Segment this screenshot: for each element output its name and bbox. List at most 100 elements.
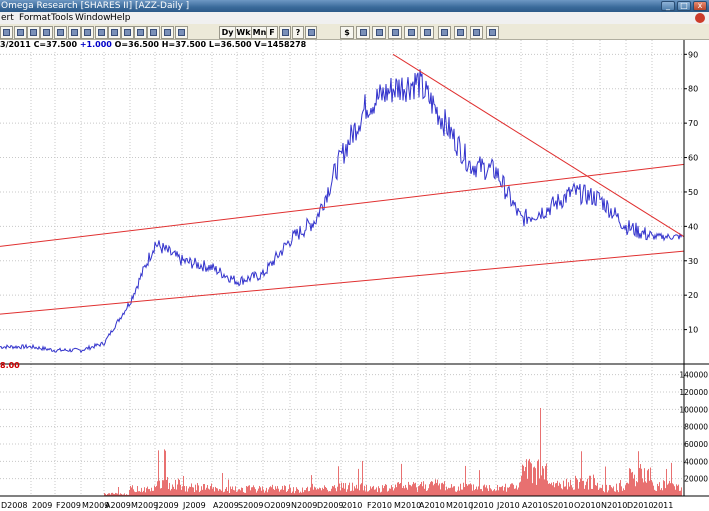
volume-bar [672, 483, 673, 496]
volume-bar [574, 489, 575, 496]
trendline[interactable] [0, 163, 685, 247]
volume-bar [661, 488, 662, 496]
data-icon[interactable] [147, 26, 160, 39]
toolbar-button-dy[interactable]: Dy [219, 26, 236, 39]
volume-bar [505, 483, 506, 496]
volume-bar [115, 492, 116, 496]
page2-icon[interactable] [454, 26, 467, 39]
volume-bar [635, 486, 636, 496]
network-icon [84, 29, 91, 36]
volume-bar [602, 484, 603, 496]
volume-bar [281, 489, 282, 496]
volume-bar [245, 492, 246, 496]
volume-bar [318, 489, 319, 496]
close-button[interactable]: x [693, 1, 707, 11]
volume-bar [185, 491, 186, 496]
close-document-icon[interactable] [695, 13, 705, 23]
quote-change: +1.000 [79, 40, 112, 49]
date-tick-label: J2009 [155, 501, 179, 510]
pencil-icon[interactable] [404, 26, 418, 39]
volume-bar [655, 490, 656, 496]
scan-icon[interactable] [388, 26, 402, 39]
volume-bar [390, 488, 391, 496]
volume-bar [112, 492, 113, 496]
fork-icon[interactable] [356, 26, 370, 39]
volume-bar [538, 459, 539, 496]
page-icon[interactable] [438, 26, 451, 39]
volume-bar [471, 484, 472, 496]
price-chart[interactable]: 10 20 30 40 50 60 70 80 90 20000 40000 60000 80000 1… [0, 40, 709, 511]
indicator-icon[interactable] [305, 26, 317, 39]
trendline[interactable] [392, 53, 685, 238]
page3-icon[interactable] [470, 26, 483, 39]
date-tick-label: M2009 [82, 501, 109, 510]
volume-bar [263, 489, 264, 496]
volume-bar [578, 488, 579, 496]
volume-bar [349, 482, 350, 496]
trendline[interactable] [0, 250, 685, 315]
volume-bar [148, 489, 149, 496]
menu-help[interactable]: Help [110, 13, 131, 23]
volume-bar [592, 488, 593, 496]
volume-bar [393, 490, 394, 496]
toolbar-button-f[interactable]: F [266, 26, 278, 39]
volume-bar [202, 489, 203, 496]
paste-icon[interactable] [68, 26, 81, 39]
volume-bar [147, 486, 148, 496]
grid-icon[interactable] [108, 26, 121, 39]
menu-tools[interactable]: Tools [51, 13, 74, 23]
network-icon[interactable] [81, 26, 94, 39]
volume-bar [296, 487, 297, 496]
maximize-button[interactable]: □ [677, 1, 691, 11]
trendlines[interactable] [0, 53, 685, 315]
toolbar-button-[interactable]: ? [292, 26, 304, 39]
volume-bar [658, 486, 659, 496]
volume-bar [549, 483, 550, 496]
volume-bar [542, 466, 543, 496]
volume-bar [476, 486, 477, 496]
volume-bar [329, 491, 330, 496]
volume-bar [343, 483, 344, 496]
page4-icon[interactable] [486, 26, 499, 39]
volume-bar [230, 486, 231, 496]
tile-icon[interactable] [134, 26, 147, 39]
chart-icon[interactable] [175, 26, 188, 39]
window-icon[interactable] [121, 26, 134, 39]
marker-icon[interactable] [420, 26, 434, 39]
volume-bar [579, 481, 580, 496]
save-icon[interactable] [14, 26, 27, 39]
data2-icon[interactable] [161, 26, 174, 39]
volume-bar [487, 488, 488, 496]
volume-bar [371, 488, 372, 496]
open-icon[interactable] [0, 26, 13, 39]
volume-bar [548, 483, 549, 496]
volume-bar [666, 468, 667, 496]
volume-bar [284, 485, 285, 496]
menu-window[interactable]: Window [75, 13, 111, 23]
volume-bar [218, 490, 219, 496]
volume-bar [269, 487, 270, 496]
report-icon[interactable] [95, 26, 108, 39]
volume-bar [135, 492, 136, 496]
function-icon[interactable] [279, 26, 291, 39]
menu-insert[interactable]: ert [1, 13, 14, 23]
toolbar-button-wk[interactable]: Wk [235, 26, 252, 39]
volume-bar [291, 492, 292, 496]
volume-bar [350, 491, 351, 496]
volume-bar [165, 450, 166, 496]
price-tick-label: 60 [688, 154, 698, 163]
volume-bar [576, 478, 577, 496]
minimize-button[interactable]: _ [661, 1, 675, 11]
volume-bar [315, 487, 316, 496]
cut-icon [43, 29, 50, 36]
volume-bar [438, 485, 439, 496]
print-icon[interactable] [27, 26, 40, 39]
volume-bar [571, 485, 572, 496]
volume-bar [584, 488, 585, 496]
copy-icon[interactable] [54, 26, 67, 39]
volume-bar [679, 490, 680, 496]
alert-icon[interactable] [372, 26, 386, 39]
menu-format[interactable]: Format [19, 13, 51, 23]
cut-icon[interactable] [40, 26, 53, 39]
toolbar-button-[interactable]: $ [340, 26, 354, 39]
